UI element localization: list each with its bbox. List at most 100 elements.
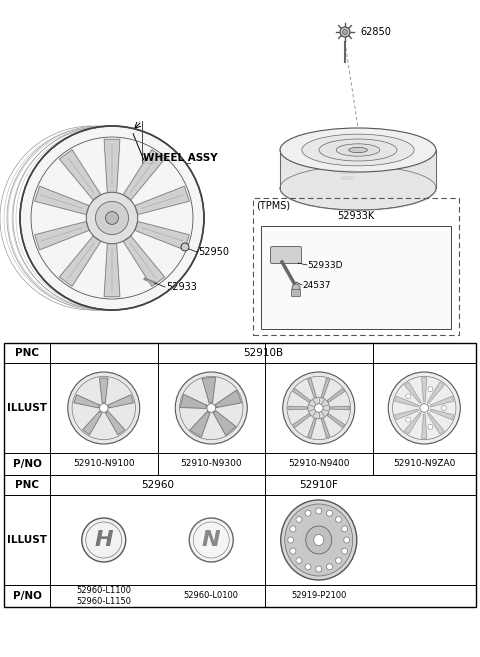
Polygon shape [180, 394, 206, 409]
Circle shape [406, 394, 411, 399]
Circle shape [283, 372, 355, 444]
Ellipse shape [280, 128, 436, 172]
Text: ILLUST: ILLUST [7, 403, 47, 413]
Circle shape [308, 397, 330, 419]
Bar [4, 343, 476, 607]
Polygon shape [216, 390, 242, 407]
Polygon shape [293, 413, 311, 428]
FancyBboxPatch shape [271, 246, 301, 263]
Polygon shape [422, 378, 427, 401]
Circle shape [292, 284, 300, 292]
Text: 52960: 52960 [141, 480, 174, 490]
Ellipse shape [348, 147, 367, 152]
Circle shape [428, 424, 433, 429]
Circle shape [305, 564, 311, 570]
Text: 52933K: 52933K [337, 211, 374, 221]
Text: 52933D: 52933D [307, 260, 343, 269]
Polygon shape [202, 377, 216, 403]
Circle shape [96, 202, 129, 235]
Polygon shape [60, 236, 101, 286]
Text: UUUU: UUUU [341, 176, 355, 181]
Circle shape [288, 537, 294, 543]
Circle shape [296, 516, 302, 522]
Circle shape [82, 518, 126, 562]
Polygon shape [108, 395, 133, 408]
Polygon shape [405, 413, 421, 434]
Text: PNC: PNC [15, 348, 39, 358]
Circle shape [175, 372, 247, 444]
Polygon shape [214, 411, 236, 436]
Polygon shape [123, 150, 165, 200]
Circle shape [326, 564, 333, 570]
Circle shape [106, 212, 119, 225]
Polygon shape [321, 378, 330, 398]
Circle shape [181, 243, 189, 251]
Polygon shape [135, 186, 189, 215]
Text: 24537: 24537 [302, 281, 331, 290]
Ellipse shape [306, 526, 332, 554]
Polygon shape [104, 243, 120, 297]
Polygon shape [327, 388, 345, 403]
Circle shape [99, 403, 108, 413]
Circle shape [442, 405, 446, 411]
Circle shape [340, 27, 350, 37]
Polygon shape [190, 411, 210, 438]
Polygon shape [308, 378, 316, 398]
Bar [261, 226, 451, 329]
Circle shape [342, 548, 348, 554]
Polygon shape [422, 415, 427, 438]
Polygon shape [327, 413, 345, 428]
Circle shape [290, 526, 296, 532]
Text: 52910B: 52910B [243, 348, 283, 358]
Polygon shape [104, 139, 120, 193]
Ellipse shape [314, 535, 324, 545]
Circle shape [20, 126, 204, 310]
Text: 62850: 62850 [360, 27, 391, 37]
Polygon shape [288, 406, 308, 410]
Polygon shape [74, 395, 99, 408]
Circle shape [207, 403, 216, 413]
Bar [253, 198, 459, 335]
Polygon shape [427, 413, 444, 434]
Text: 52960-L1100
52960-L1150: 52960-L1100 52960-L1150 [76, 585, 131, 606]
Text: 52910-N9ZA0: 52910-N9ZA0 [393, 459, 456, 468]
Circle shape [290, 548, 296, 554]
Polygon shape [60, 150, 101, 200]
Polygon shape [99, 378, 108, 403]
Circle shape [68, 372, 140, 444]
Ellipse shape [281, 500, 357, 580]
Text: 52950: 52950 [198, 247, 229, 257]
Text: 52933: 52933 [166, 282, 197, 292]
Circle shape [316, 508, 322, 514]
Text: P/NO: P/NO [12, 591, 41, 601]
Polygon shape [430, 396, 454, 407]
Text: 52910-N9100: 52910-N9100 [73, 459, 134, 468]
Polygon shape [293, 388, 311, 403]
Circle shape [86, 193, 138, 244]
Polygon shape [321, 418, 330, 438]
Text: H: H [95, 530, 113, 550]
Circle shape [420, 403, 429, 413]
Polygon shape [308, 418, 316, 438]
Circle shape [314, 403, 323, 413]
Circle shape [305, 510, 311, 516]
Polygon shape [83, 411, 102, 435]
Circle shape [316, 566, 322, 572]
Circle shape [406, 417, 411, 422]
Circle shape [344, 537, 350, 543]
Polygon shape [395, 396, 419, 407]
FancyBboxPatch shape [291, 290, 300, 296]
Text: UUUU: UUUU [340, 170, 356, 175]
Circle shape [296, 558, 302, 564]
Text: PNC: PNC [15, 480, 39, 490]
Polygon shape [430, 409, 454, 420]
Polygon shape [427, 382, 444, 403]
Polygon shape [35, 186, 89, 215]
Circle shape [428, 387, 433, 392]
Text: 52910F: 52910F [300, 480, 338, 490]
Text: WHEEL ASSY: WHEEL ASSY [143, 153, 217, 163]
Text: P/NO: P/NO [12, 459, 41, 469]
Text: 52919-P2100: 52919-P2100 [291, 591, 347, 600]
Ellipse shape [285, 504, 353, 576]
Circle shape [343, 30, 348, 35]
